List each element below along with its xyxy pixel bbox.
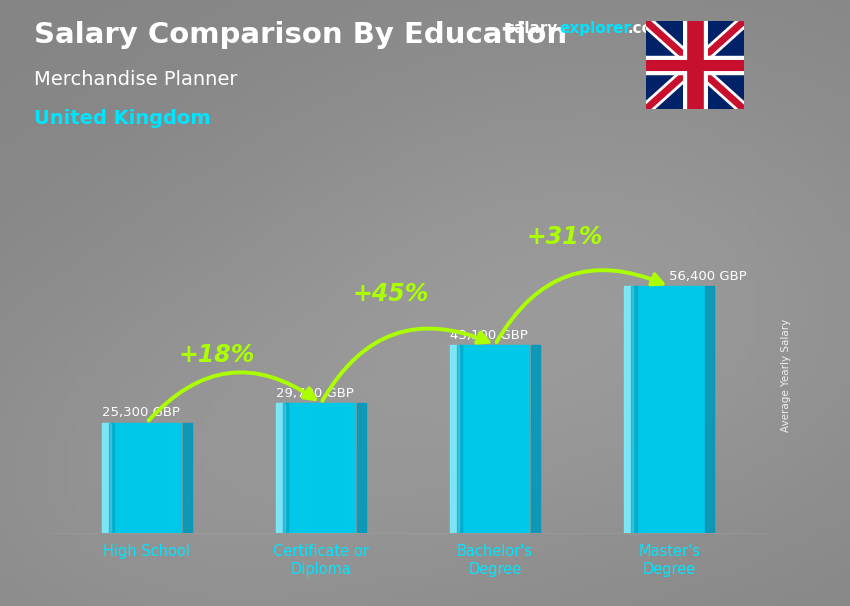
Bar xyxy=(457,345,530,533)
Bar xyxy=(632,287,704,533)
Bar xyxy=(283,404,288,533)
Bar xyxy=(101,422,110,533)
Text: 25,300 GBP: 25,300 GBP xyxy=(101,407,179,419)
Text: Merchandise Planner: Merchandise Planner xyxy=(34,70,237,88)
Bar xyxy=(450,345,459,533)
Text: .com: .com xyxy=(627,21,668,36)
Text: Salary Comparison By Education: Salary Comparison By Education xyxy=(34,21,567,49)
Text: 56,400 GBP: 56,400 GBP xyxy=(669,270,747,284)
Text: Average Yearly Salary: Average Yearly Salary xyxy=(781,319,791,432)
Text: +45%: +45% xyxy=(353,282,428,305)
Bar xyxy=(457,345,462,533)
Bar xyxy=(283,404,355,533)
Bar xyxy=(109,422,181,533)
Bar xyxy=(275,404,285,533)
Bar xyxy=(624,287,633,533)
Text: +31%: +31% xyxy=(526,225,603,249)
Bar xyxy=(531,345,541,533)
Bar xyxy=(706,287,715,533)
Text: salary: salary xyxy=(506,21,558,36)
Text: 43,100 GBP: 43,100 GBP xyxy=(450,328,528,342)
Bar xyxy=(357,404,366,533)
Bar xyxy=(183,422,192,533)
Text: explorer: explorer xyxy=(559,21,632,36)
Text: 29,700 GBP: 29,700 GBP xyxy=(275,387,354,400)
Bar xyxy=(632,287,637,533)
Bar xyxy=(109,422,114,533)
Text: +18%: +18% xyxy=(178,343,255,367)
Text: United Kingdom: United Kingdom xyxy=(34,109,211,128)
